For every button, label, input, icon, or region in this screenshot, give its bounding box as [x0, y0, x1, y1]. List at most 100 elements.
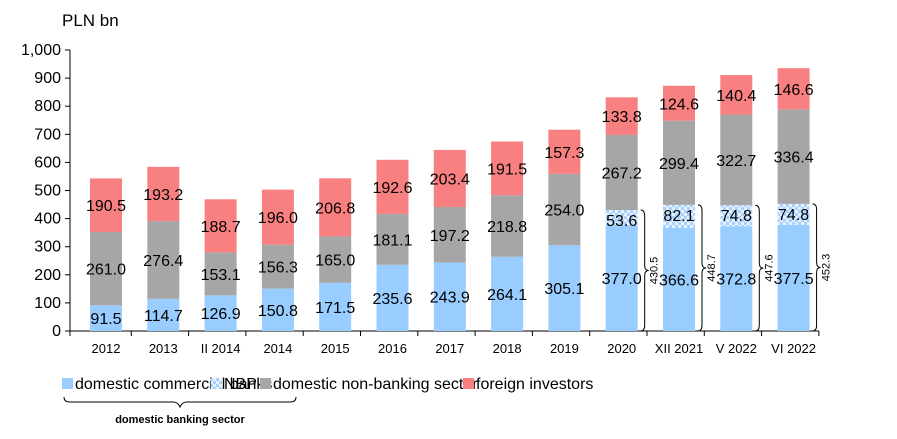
bar-segment: [605, 134, 638, 211]
legend-label: domestic commercial banks: [75, 376, 272, 393]
total-bracket: [640, 209, 649, 332]
bar-segment: [777, 203, 810, 225]
data-label: 372.8: [716, 272, 756, 289]
data-label: 156.3: [258, 260, 298, 277]
axes: 0 100 200 300 400 500 600 700 800 900 1,000 2012 201…: [21, 42, 820, 356]
legend-label: domestic non-banking sector: [273, 376, 478, 393]
bar-segment: [548, 245, 581, 331]
data-label: 82.1: [663, 208, 694, 225]
bar-segment: [663, 85, 695, 121]
data-label: 276.4: [143, 253, 183, 270]
y-tick-label: 500: [34, 183, 61, 200]
data-label: 254.0: [544, 203, 584, 220]
total-bracket: [755, 204, 764, 332]
y-tick-label: 700: [34, 126, 61, 143]
bar-segment: [204, 295, 237, 331]
bar-segment: [376, 213, 409, 265]
bar-segment: [319, 178, 352, 237]
data-label: 140.4: [716, 88, 756, 105]
data-label: 192.6: [372, 180, 412, 197]
legend-group-label: domestic banking sector: [115, 414, 245, 426]
bar-segment: [777, 109, 810, 204]
bar-segment: [605, 210, 638, 226]
data-label: 261.0: [86, 262, 126, 279]
x-tick-label: 2013: [149, 341, 178, 356]
unit-label: PLN bn: [62, 11, 119, 30]
data-label: 124.6: [659, 96, 699, 113]
legend-group-bracket: [63, 396, 297, 409]
data-label: 171.5: [315, 300, 355, 317]
data-label: 267.2: [602, 165, 642, 182]
data-label: 157.3: [544, 145, 584, 162]
bar-segment: [491, 256, 524, 331]
data-label: 150.8: [258, 303, 298, 320]
bar-segment: [376, 264, 409, 331]
bar-segment: [663, 227, 695, 331]
legend-swatch: [463, 378, 474, 389]
total-bracket: [812, 203, 821, 332]
data-label: 133.8: [602, 109, 642, 126]
data-label: 203.4: [430, 171, 470, 188]
data-label: 264.1: [487, 287, 527, 304]
bar-segment: [376, 159, 409, 214]
bar-segment: [261, 244, 294, 289]
bar-segment: [720, 75, 753, 115]
bar-segment: [147, 298, 180, 331]
y-tick-label: 0: [52, 323, 61, 340]
bar-segment: [319, 236, 352, 283]
bar-segment: [147, 221, 180, 299]
bar-segment: [90, 178, 122, 232]
legend-swatch: [62, 378, 73, 389]
data-label: 181.1: [372, 232, 412, 249]
bar-segment: [777, 224, 810, 331]
bar-segment: [548, 129, 581, 174]
bar-segment: [777, 68, 810, 110]
legend-swatch: [260, 378, 271, 389]
bar-segment: [204, 252, 237, 296]
y-tick-label: 900: [34, 70, 61, 87]
bar-segment: [433, 149, 466, 208]
legend-label: NBP: [224, 376, 257, 393]
data-label: 165.0: [315, 253, 355, 270]
annotations: 430.5 448.7 447.6 452.3: [640, 203, 833, 332]
bar-segment: [433, 262, 466, 331]
bar-segment: [663, 204, 695, 228]
total-bracket: [697, 204, 707, 332]
data-label: 377.0: [602, 271, 642, 288]
bar-segment: [605, 97, 638, 135]
bar-segment: [720, 205, 753, 227]
data-label: 193.2: [143, 187, 183, 204]
bracket-label: 448.7: [706, 254, 718, 282]
data-label: 188.7: [201, 219, 241, 236]
bar-segment: [548, 173, 581, 246]
bar-segment: [261, 189, 294, 245]
bracket-label: 452.3: [821, 254, 833, 282]
legend-swatch: [211, 378, 222, 389]
bracket-label: 447.6: [763, 254, 775, 282]
data-label: 243.9: [430, 290, 470, 307]
bar-segment: [204, 199, 237, 253]
y-tick-label: 800: [34, 98, 61, 115]
data-label: 322.7: [716, 153, 756, 170]
bar-segment: [720, 114, 753, 206]
data-label: 91.5: [90, 311, 121, 328]
data-label: 74.8: [778, 207, 809, 224]
x-tick-label: II 2014: [201, 341, 241, 356]
bar-segment: [261, 288, 294, 331]
x-tick-label: 2018: [493, 341, 522, 356]
data-label: 190.5: [86, 198, 126, 215]
data-label: 74.8: [721, 208, 752, 225]
x-tick-label: 2019: [550, 341, 579, 356]
bar-segment: [605, 225, 638, 331]
x-tick-label: VI 2022: [771, 341, 816, 356]
data-label: 235.6: [372, 291, 412, 308]
bar-segment: [147, 166, 180, 222]
bar-segment: [720, 226, 753, 331]
data-label: 153.1: [201, 267, 241, 284]
y-tick-label: 100: [34, 295, 61, 312]
bar-segment: [491, 141, 524, 196]
data-label: 196.0: [258, 210, 298, 227]
x-tick-label: 2015: [321, 341, 350, 356]
